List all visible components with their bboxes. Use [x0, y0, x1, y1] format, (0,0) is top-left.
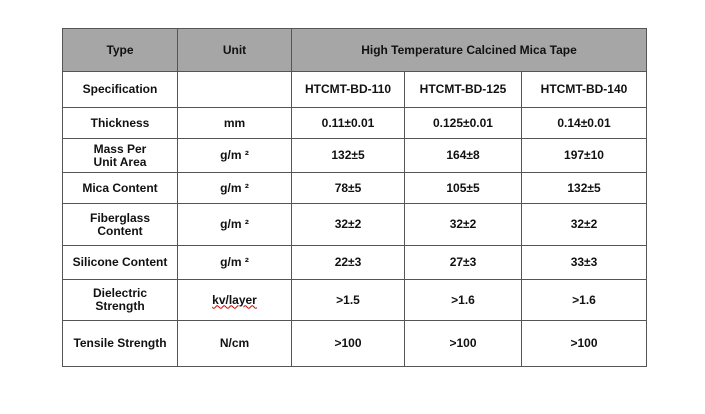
value-cell: 27±3: [404, 245, 522, 280]
unit-cell: N/cm: [177, 320, 292, 367]
row-label: Specification: [82, 82, 158, 96]
row-label-cell: Dielectric Strength: [62, 279, 178, 321]
row-label: Silicone Content: [72, 255, 168, 269]
unit: kv/layer: [212, 292, 257, 307]
row-label: Fiberglass Content: [89, 210, 151, 238]
value-cell: 0.14±0.01: [521, 107, 647, 139]
value-cell: 132±5: [521, 172, 647, 204]
unit-cell: g/m ²: [177, 203, 292, 246]
row-label-cell: Specification: [62, 71, 178, 108]
value-cell: 132±5: [291, 138, 405, 173]
value-cell: >100: [404, 320, 522, 367]
table-row: Dielectric Strength kv/layer >1.5 >1.6 >1.6: [62, 279, 647, 321]
row-label-cell: Tensile Strength: [62, 320, 178, 367]
unit-cell: mm: [177, 107, 292, 139]
unit-cell: g/m ²: [177, 172, 292, 204]
spec-table: Type Unit High Temperature Calcined Mica…: [62, 28, 647, 367]
table-row: Silicone Content g/m ² 22±3 27±3 33±3: [62, 245, 647, 280]
value-cell: 32±2: [404, 203, 522, 246]
unit-cell: [177, 71, 292, 108]
unit-cell: kv/layer: [177, 279, 292, 321]
row-label: Mass Per Unit Area: [93, 141, 147, 169]
header-cell: Unit: [177, 28, 292, 72]
value-cell: 0.125±0.01: [404, 107, 522, 139]
value-cell: 197±10: [521, 138, 647, 173]
row-label-cell: Fiberglass Content: [62, 203, 178, 246]
value-cell: 32±2: [291, 203, 405, 246]
value-cell: >1.6: [404, 279, 522, 321]
unit: N/cm: [219, 336, 250, 350]
value-cell: 78±5: [291, 172, 405, 204]
table-row: Mass Per Unit Area g/m ² 132±5 164±8 197±10: [62, 138, 647, 173]
value-cell: 0.11±0.01: [291, 107, 405, 139]
unit-cell: g/m ²: [177, 138, 292, 173]
value-cell: >100: [521, 320, 647, 367]
row-label-cell: Mica Content: [62, 172, 178, 204]
table-row: Mica Content g/m ² 78±5 105±5 132±5: [62, 172, 647, 204]
row-label: Thickness: [90, 115, 150, 130]
unit-cell: g/m ²: [177, 245, 292, 280]
value-cell: 164±8: [404, 138, 522, 173]
value-cell: 32±2: [521, 203, 647, 246]
value-cell: HTCMT-BD-110: [291, 71, 405, 108]
unit: g/m ²: [220, 255, 249, 269]
value-cell: HTCMT-BD-140: [521, 71, 647, 108]
row-label: Tensile Strength: [73, 336, 167, 350]
unit: g/m ²: [220, 217, 249, 231]
table-row: Specification HTCMT-BD-110 HTCMT-BD-125 HTC…: [62, 71, 647, 108]
row-label: Mica Content: [82, 180, 158, 195]
row-label-cell: Mass Per Unit Area: [62, 138, 178, 173]
value-cell: HTCMT-BD-125: [404, 71, 522, 108]
value-cell: >1.6: [521, 279, 647, 321]
unit: g/m ²: [220, 180, 249, 195]
value-cell: 33±3: [521, 245, 647, 280]
header-cell: Type: [62, 28, 178, 72]
table-row: Thickness mm 0.11±0.01 0.125±0.01 0.14±0.01: [62, 107, 647, 139]
value-cell: 22±3: [291, 245, 405, 280]
table-row: Fiberglass Content g/m ² 32±2 32±2 32±2: [62, 203, 647, 246]
header-cell: High Temperature Calcined Mica Tape: [291, 28, 647, 72]
unit: g/m ²: [220, 148, 249, 162]
value-cell: >100: [291, 320, 405, 367]
value-cell: 105±5: [404, 172, 522, 204]
header-row: Type Unit High Temperature Calcined Mica…: [62, 28, 647, 72]
row-label: Dielectric Strength: [92, 286, 148, 313]
row-label-cell: Thickness: [62, 107, 178, 139]
table-row: Tensile Strength N/cm >100 >100 >100: [62, 320, 647, 367]
value-cell: >1.5: [291, 279, 405, 321]
row-label-cell: Silicone Content: [62, 245, 178, 280]
unit: mm: [223, 115, 246, 130]
